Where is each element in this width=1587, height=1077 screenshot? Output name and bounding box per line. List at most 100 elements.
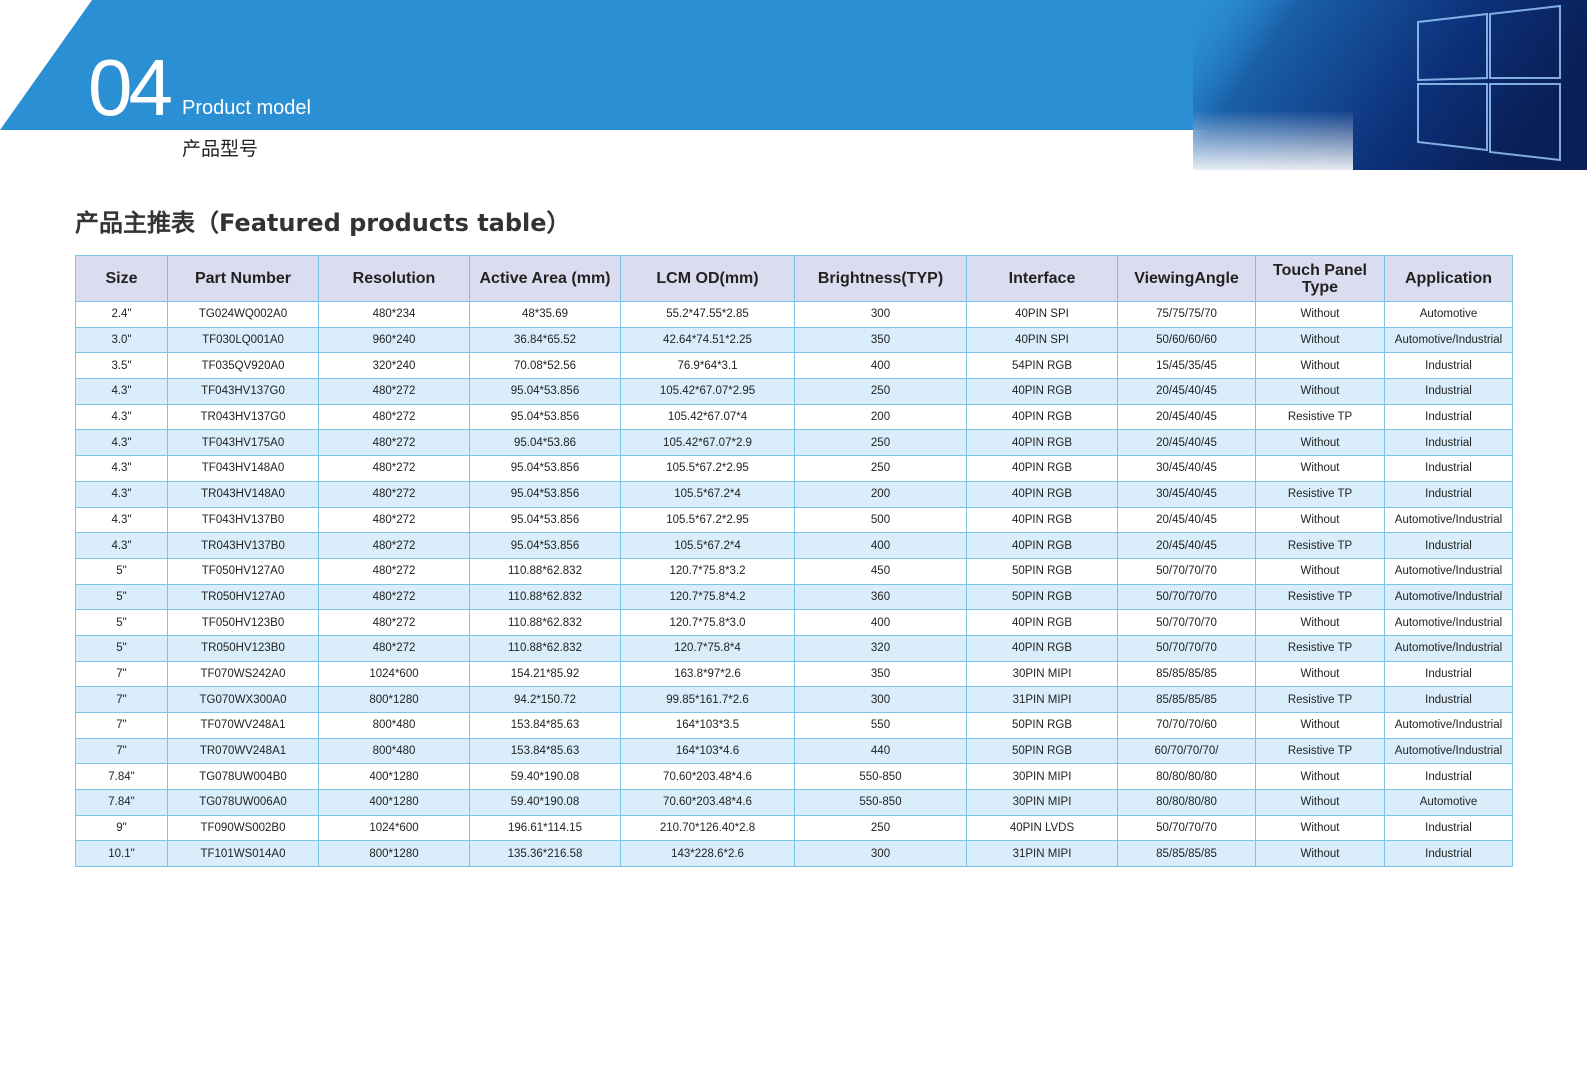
column-header: Active Area (mm) [469, 255, 621, 302]
table-cell: TG078UW006A0 [167, 789, 319, 816]
table-row: 9" TF090WS002B0 1024*600 196.61*114.15 210.7… [75, 814, 1513, 842]
table-cell: TF050HV123B0 [167, 609, 319, 636]
table-cell: Industrial [1384, 660, 1513, 688]
table-cell: 196.61*114.15 [469, 814, 621, 842]
table-cell: 85/85/85/85 [1117, 686, 1256, 713]
table-cell: Without [1255, 557, 1385, 585]
table-cell: Industrial [1384, 532, 1513, 559]
table-cell: 480*272 [318, 583, 470, 611]
table-cell: 4.3" [75, 378, 168, 405]
table-cell: 105.5*67.2*2.95 [620, 455, 795, 482]
table-row: 5" TF050HV127A0 480*272 110.88*62.832 120.7*… [75, 557, 1513, 585]
table-cell: 50/60/60/60 [1117, 326, 1256, 354]
table-cell: TR043HV137G0 [167, 403, 319, 431]
table-cell: Automotive/Industrial [1384, 583, 1513, 611]
table-cell: Resistive TP [1255, 403, 1385, 431]
table-cell: Resistive TP [1255, 532, 1385, 559]
table-cell: 400 [794, 532, 967, 559]
table-cell: 480*272 [318, 403, 470, 431]
table-cell: 7" [75, 737, 168, 765]
table-cell: 70.60*203.48*4.6 [620, 789, 795, 816]
table-cell: Without [1255, 609, 1385, 636]
table-cell: 95.04*53.856 [469, 480, 621, 508]
table-cell: 550-850 [794, 789, 967, 816]
table-cell: 400 [794, 609, 967, 636]
table-cell: 70.60*203.48*4.6 [620, 763, 795, 791]
table-cell: 31PIN MIPI [966, 840, 1118, 868]
table-cell: TF043HV137B0 [167, 506, 319, 534]
table-cell: 110.88*62.832 [469, 634, 621, 662]
table-row: 5" TF050HV123B0 480*272 110.88*62.832 120.7*… [75, 609, 1513, 636]
table-cell: 2.4" [75, 301, 168, 328]
table-cell: Industrial [1384, 403, 1513, 431]
table-row: 7" TG070WX300A0 800*1280 94.2*150.72 99.85*1… [75, 686, 1513, 713]
table-cell: 50/70/70/70 [1117, 583, 1256, 611]
table-cell: 500 [794, 506, 967, 534]
table-cell: 800*480 [318, 737, 470, 765]
table-cell: 153.84*85.63 [469, 712, 621, 739]
column-header: LCM OD(mm) [620, 255, 795, 302]
table-cell: Industrial [1384, 378, 1513, 405]
table-cell: 120.7*75.8*4.2 [620, 583, 795, 611]
table-cell: 480*272 [318, 506, 470, 534]
table-cell: 400 [794, 352, 967, 380]
table-cell: 54PIN RGB [966, 352, 1118, 380]
table-cell: 480*272 [318, 480, 470, 508]
table-cell: 42.64*74.51*2.25 [620, 326, 795, 354]
column-header: Part Number [167, 255, 319, 302]
table-cell: TR043HV137B0 [167, 532, 319, 559]
table-cell: Automotive/Industrial [1384, 609, 1513, 636]
table-cell: 80/80/80/80 [1117, 763, 1256, 791]
section-title: Product model [182, 97, 311, 119]
table-row: 5" TR050HV127A0 480*272 110.88*62.832 120.7*… [75, 583, 1513, 611]
column-header: Interface [966, 255, 1118, 302]
table-cell: TF043HV137G0 [167, 378, 319, 405]
table-cell: 105.42*67.07*4 [620, 403, 795, 431]
table-cell: 105.42*67.07*2.9 [620, 429, 795, 457]
table-cell: 50/70/70/70 [1117, 557, 1256, 585]
table-cell: 40PIN RGB [966, 609, 1118, 636]
table-cell: 3.5" [75, 352, 168, 380]
table-row: 4.3" TR043HV137B0 480*272 95.04*53.856 105.5… [75, 532, 1513, 559]
banner-shape [0, 0, 1587, 130]
table-row: 7" TF070WV248A1 800*480 153.84*85.63 164*103… [75, 712, 1513, 739]
table-row: 7.84" TG078UW006A0 400*1280 59.40*190.08 70.… [75, 789, 1513, 816]
table-row: 4.3" TR043HV137G0 480*272 95.04*53.856 105.4… [75, 403, 1513, 431]
table-cell: Industrial [1384, 840, 1513, 868]
table-cell: TG024WQ002A0 [167, 301, 319, 328]
table-cell: 960*240 [318, 326, 470, 354]
table-cell: 105.5*67.2*4 [620, 480, 795, 508]
table-cell: Industrial [1384, 814, 1513, 842]
table-cell: TF030LQ001A0 [167, 326, 319, 354]
table-cell: 7" [75, 660, 168, 688]
table-cell: 50/70/70/70 [1117, 609, 1256, 636]
table-cell: 135.36*216.58 [469, 840, 621, 868]
column-header: Resolution [318, 255, 470, 302]
table-cell: 120.7*75.8*4 [620, 634, 795, 662]
table-cell: Automotive/Industrial [1384, 326, 1513, 354]
table-cell: 30/45/40/45 [1117, 480, 1256, 508]
column-header: Size [75, 255, 168, 302]
table-cell: Without [1255, 429, 1385, 457]
column-header: Application [1384, 255, 1513, 302]
table-cell: 40PIN LVDS [966, 814, 1118, 842]
products-table: Size Part Number Resolution Active Area (mm… [75, 255, 1513, 868]
table-cell: 60/70/70/70/ [1117, 737, 1256, 765]
table-cell: 95.04*53.856 [469, 378, 621, 405]
table-cell: 31PIN MIPI [966, 686, 1118, 713]
table-cell: TR050HV123B0 [167, 634, 319, 662]
table-cell: 76.9*64*3.1 [620, 352, 795, 380]
table-cell: 480*272 [318, 634, 470, 662]
table-cell: 5" [75, 609, 168, 636]
header-row: Size Part Number Resolution Active Area (mm… [75, 255, 1513, 302]
table-cell: 300 [794, 301, 967, 328]
table-cell: 40PIN RGB [966, 378, 1118, 405]
table-cell: 300 [794, 686, 967, 713]
table-cell: Without [1255, 378, 1385, 405]
table-cell: 800*1280 [318, 686, 470, 713]
table-cell: 75/75/75/70 [1117, 301, 1256, 328]
table-cell: Automotive/Industrial [1384, 506, 1513, 534]
table-cell: 110.88*62.832 [469, 609, 621, 636]
table-cell: 36.84*65.52 [469, 326, 621, 354]
